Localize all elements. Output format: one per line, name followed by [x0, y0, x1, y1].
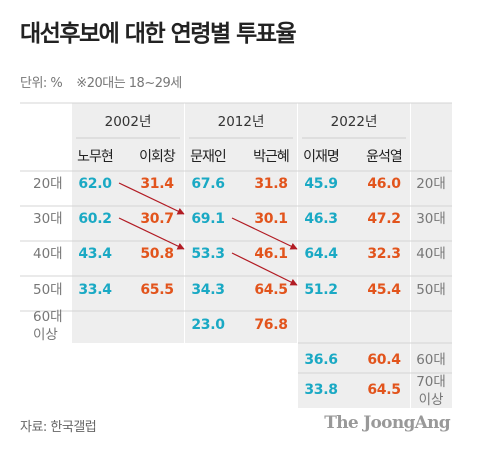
- vote-value: 60.4: [367, 352, 401, 368]
- vote-value: 32.3: [367, 246, 400, 262]
- vote-value: 31.4: [140, 176, 174, 192]
- vote-value: 47.2: [367, 211, 400, 227]
- unit-note: ※20대는 18~29세: [76, 76, 182, 91]
- vote-value: 50.8: [140, 246, 173, 262]
- election-year-label: 2002년: [105, 114, 152, 130]
- age-label-left: 30대: [33, 211, 63, 227]
- age-label-right: 30대: [416, 211, 446, 227]
- vote-value: 64.5: [254, 282, 287, 298]
- vote-value: 31.8: [254, 176, 287, 192]
- election-group-bg: [72, 103, 184, 343]
- source-label: 자료: 한국갤럽: [20, 420, 97, 435]
- age-label-left: 60대: [33, 309, 63, 325]
- age-label-right: 50대: [416, 282, 446, 298]
- vote-value: 62.0: [78, 176, 112, 192]
- vote-value: 67.6: [191, 176, 224, 192]
- chart-title: 대선후보에 대한 연령별 투표율: [20, 21, 297, 47]
- age-label-right: 70대: [416, 374, 446, 390]
- vote-value: 30.1: [254, 211, 287, 227]
- vote-value: 51.2: [304, 282, 337, 298]
- age-label-right: 40대: [416, 246, 446, 262]
- vote-value: 46.1: [254, 246, 287, 262]
- vote-value: 33.4: [78, 282, 112, 298]
- vote-value: 53.3: [191, 246, 224, 262]
- shift-arrow: [118, 217, 185, 250]
- vote-value: 45.9: [304, 176, 337, 192]
- election-group-bg: [185, 103, 297, 343]
- age-column-bg: [411, 103, 452, 408]
- candidate-name: 이회창: [139, 149, 176, 165]
- age-label-left: 이상: [33, 327, 58, 343]
- age-label-left: 50대: [33, 282, 63, 298]
- vote-value: 30.7: [140, 211, 173, 227]
- election-year-label: 2012년: [218, 114, 265, 130]
- election-group-bg: [298, 103, 410, 408]
- candidate-name: 이재명: [303, 149, 339, 165]
- vote-value: 69.1: [191, 211, 224, 227]
- age-label-right: 20대: [416, 176, 446, 192]
- vote-value: 76.8: [254, 317, 287, 333]
- vote-value: 64.5: [367, 382, 400, 398]
- candidate-name: 윤석열: [366, 149, 402, 165]
- vote-value: 43.4: [78, 246, 112, 262]
- age-label-right: 이상: [419, 392, 444, 408]
- age-label-left: 40대: [33, 246, 63, 262]
- shift-arrow: [231, 217, 298, 250]
- shift-arrow: [231, 252, 298, 286]
- age-label-left: 20대: [33, 176, 63, 192]
- vote-value: 34.3: [191, 282, 224, 298]
- candidate-name: 박근혜: [253, 149, 289, 165]
- vote-value: 46.0: [367, 176, 401, 192]
- brand-logo: The JoongAng: [324, 413, 450, 433]
- unit-label: 단위: %: [20, 76, 63, 91]
- candidate-name: 문재인: [190, 149, 226, 165]
- candidate-name: 노무현: [77, 149, 113, 165]
- shift-arrow: [118, 182, 185, 215]
- vote-value: 23.0: [191, 317, 225, 333]
- vote-value: 45.4: [367, 282, 401, 298]
- vote-value: 36.6: [304, 352, 337, 368]
- unit-label-row: 단위: % ※20대는 18~29세: [20, 72, 182, 91]
- vote-value: 33.8: [304, 382, 337, 398]
- vote-value: 64.4: [304, 246, 338, 262]
- age-label-right: 60대: [416, 352, 446, 368]
- vote-value: 60.2: [78, 211, 111, 227]
- vote-value: 65.5: [140, 282, 173, 298]
- election-year-label: 2022년: [331, 114, 378, 130]
- vote-value: 46.3: [304, 211, 337, 227]
